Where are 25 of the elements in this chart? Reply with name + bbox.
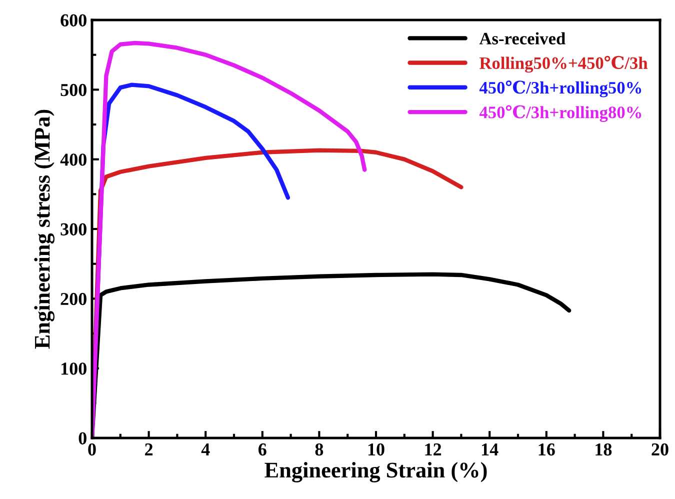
x-tick-label: 6	[258, 443, 266, 456]
x-tick-label: 8	[315, 443, 324, 456]
legend-label: As-received	[479, 32, 566, 44]
y-tick-label: 200	[60, 292, 86, 306]
x-tick-label: 0	[88, 443, 96, 456]
line-series	[92, 40, 367, 438]
x-tick-label: 20	[652, 443, 668, 456]
y-tick-label: 0	[78, 432, 86, 444]
x-tick-label: 2	[145, 443, 153, 456]
legend-label: 450℃/3h+rolling50%	[479, 80, 642, 98]
x-tick-label: 10	[368, 443, 384, 456]
y-tick-label: 400	[60, 154, 86, 166]
x-tick-label: 16	[538, 443, 555, 456]
legend-label: 450℃/3h+rolling80%	[479, 105, 642, 122]
x-axis-title: Engineering Strain (%)	[264, 462, 487, 482]
x-tick-label: 18	[596, 443, 612, 456]
legend-label: Rolling50%+450℃/3h	[480, 56, 648, 73]
x-tick-label: 4	[201, 444, 210, 456]
y-axis-title: Engineering stress (MPa)	[34, 110, 54, 349]
x-tick-label: 12	[425, 443, 442, 456]
y-tick-label: 300	[60, 223, 86, 236]
x-tick-label: 14	[482, 443, 498, 456]
y-tick-label: 600	[60, 14, 86, 26]
y-tick-label: 100	[62, 362, 86, 375]
y-tick-label: 500	[60, 84, 86, 96]
